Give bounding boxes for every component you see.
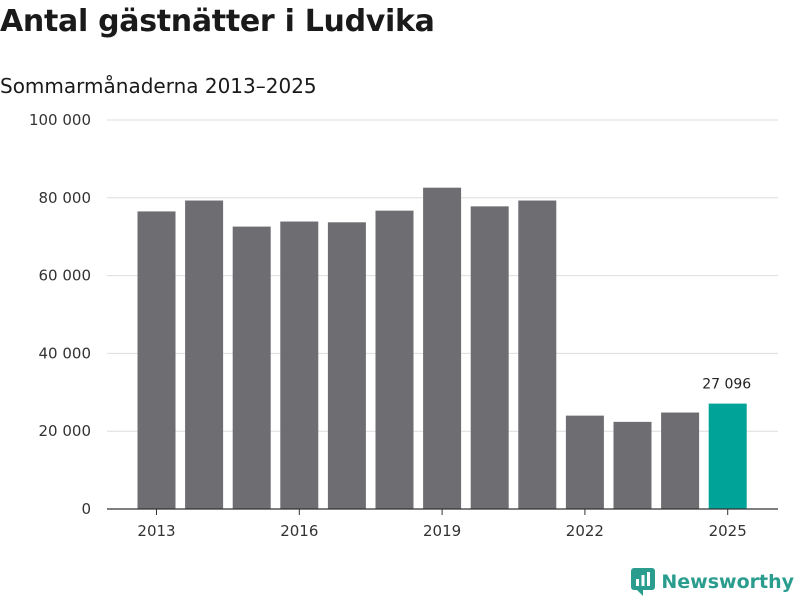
bar <box>565 415 604 509</box>
bar <box>137 211 176 510</box>
bar <box>423 187 462 509</box>
x-tick-label: 2016 <box>280 522 318 540</box>
y-tick-label: 40 000 <box>39 344 92 362</box>
bar <box>518 200 557 509</box>
y-tick-label: 20 000 <box>39 422 92 440</box>
bar <box>375 210 414 509</box>
chart-title: Antal gästnätter i Ludvika <box>0 4 435 39</box>
bar <box>470 206 509 509</box>
x-tick-label: 2025 <box>709 522 747 540</box>
brand-name: Newsworthy <box>661 571 794 593</box>
bar <box>280 221 319 510</box>
y-tick-label: 0 <box>81 500 91 518</box>
bar <box>613 421 652 509</box>
y-tick-label: 100 000 <box>29 111 91 129</box>
newsworthy-logo-icon <box>631 568 656 596</box>
chart-subtitle: Sommarmånaderna 2013–2025 <box>0 74 317 98</box>
y-tick-label: 60 000 <box>39 267 92 285</box>
x-tick-label: 2019 <box>423 522 461 540</box>
x-tick-label: 2022 <box>566 522 604 540</box>
y-tick-label: 80 000 <box>39 189 92 207</box>
bar-chart: 0 20 000 40 000 60 000 80 000 100 000 2013 2016… <box>29 111 778 540</box>
bar-highlight <box>708 403 747 509</box>
bar <box>185 200 224 509</box>
bar <box>232 226 271 509</box>
brand-logo[interactable]: Newsworthy <box>631 568 794 596</box>
data-label: 27 096 <box>702 377 751 393</box>
bar <box>661 412 700 509</box>
x-tick-label: 2013 <box>137 522 175 540</box>
bar <box>327 222 366 509</box>
